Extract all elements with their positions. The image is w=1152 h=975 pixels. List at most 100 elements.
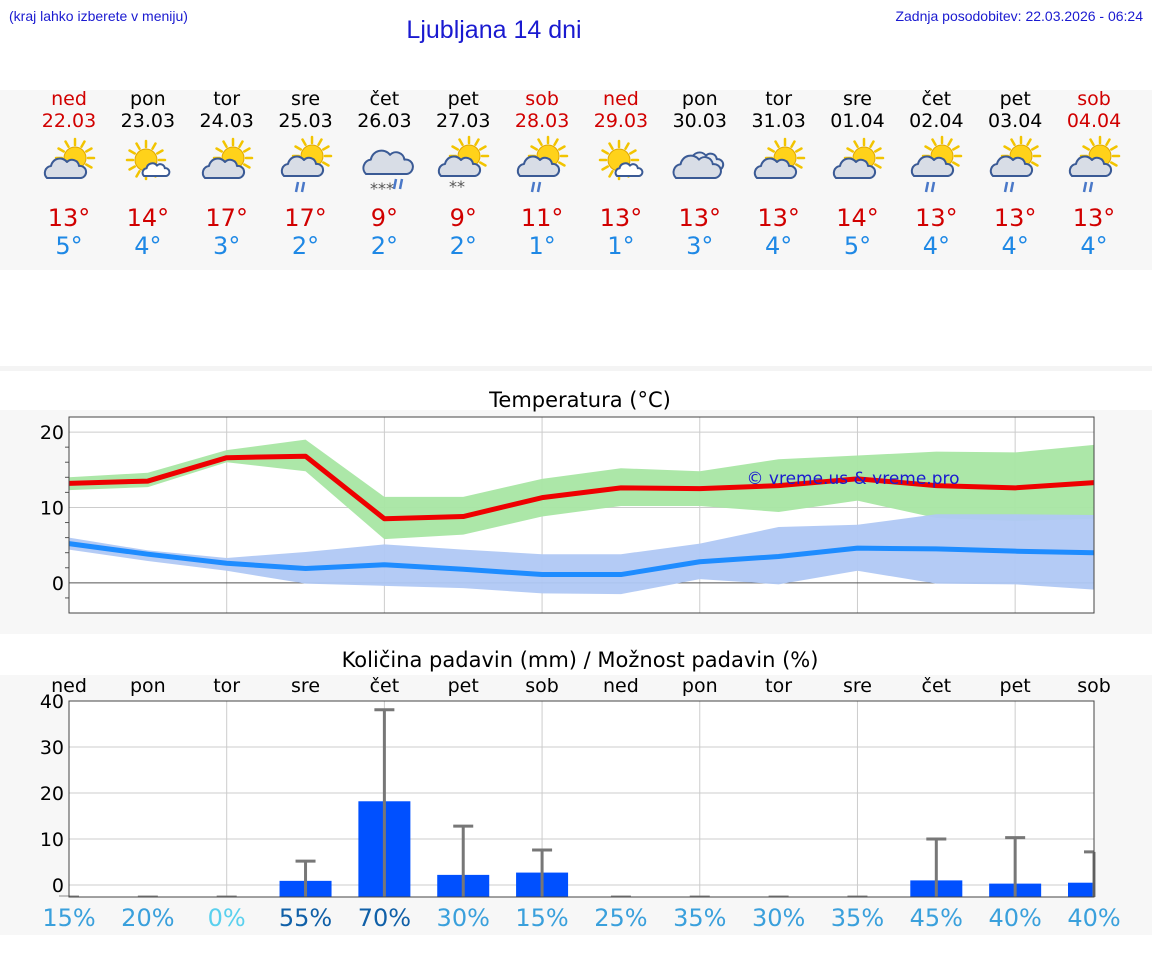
y-tick-label: 10 <box>40 497 64 519</box>
max-temp: 13° <box>757 204 800 232</box>
sun-cloud-snow-icon: * * <box>423 134 503 204</box>
max-temp: 13° <box>1072 204 1116 232</box>
day-column: pet 27.03 * * 9° 2° <box>423 88 503 260</box>
day-column: sob 04.04 13° 4° <box>1054 88 1134 260</box>
location-hint: (kraj lahko izberete v meniju) <box>9 8 188 24</box>
day-date: 25.03 <box>278 110 333 132</box>
max-temp-range-band <box>69 439 1094 540</box>
precip-probability: 15% <box>515 904 568 932</box>
max-temp: 14° <box>836 204 879 232</box>
x-tick-label: sob <box>1077 675 1111 697</box>
precip-probability: 0% <box>208 904 246 932</box>
min-temp: 4° <box>1001 232 1029 260</box>
day-name: pon <box>129 88 166 110</box>
temperature-chart-title: Temperatura (°C) <box>489 388 671 412</box>
y-tick-label: 20 <box>40 422 64 444</box>
max-temp: 13° <box>599 204 643 232</box>
svg-text:*: * <box>378 179 386 198</box>
min-temp: 5° <box>55 232 83 260</box>
y-tick-label: 30 <box>40 737 64 759</box>
x-tick-label: sob <box>525 675 559 697</box>
min-temp-range-band <box>69 514 1094 595</box>
min-temp: 5° <box>843 232 872 260</box>
svg-text:*: * <box>386 179 394 198</box>
day-name: sre <box>843 88 872 110</box>
day-column: pon 30.03 13° 3° <box>660 88 740 260</box>
min-temp: 2° <box>449 232 477 260</box>
min-temp: 4° <box>765 232 793 260</box>
y-tick-label: 20 <box>40 783 64 805</box>
day-column: sre 25.03 17° 2° <box>266 88 346 260</box>
x-tick-label: pon <box>130 675 166 697</box>
precip-bar <box>1068 882 1094 897</box>
day-date: 03.04 <box>987 110 1043 132</box>
sun-cloud-rain-icon <box>1054 134 1134 204</box>
day-column: tor 24.03 17° 3° <box>187 88 267 260</box>
day-date: 22.03 <box>41 110 97 132</box>
day-name: pon <box>681 88 718 110</box>
partly-cloudy-icon <box>739 134 819 204</box>
sun-cloud-rain-icon <box>896 134 976 204</box>
max-temp: 13° <box>915 204 958 232</box>
day-date: 23.03 <box>120 110 176 132</box>
day-column: pon 23.03 14° 4° <box>108 88 188 260</box>
min-temp: 4° <box>1080 232 1108 260</box>
x-tick-label: ned <box>51 675 87 697</box>
temperature-chart: 0 10 20 © vreme.us & vreme.pro <box>40 416 1095 614</box>
day-date: 04.04 <box>1066 110 1122 132</box>
x-tick-label: sre <box>843 675 872 697</box>
day-name: sob <box>525 88 559 110</box>
max-temp: 17° <box>205 204 248 232</box>
x-tick-label: pet <box>448 675 479 697</box>
day-name: ned <box>603 88 639 110</box>
day-column: ned 29.03 13° 1° <box>581 88 661 260</box>
y-tick-label: 0 <box>52 875 64 897</box>
day-column: sre 01.04 14° 5° <box>818 88 898 260</box>
precip-probability: 45% <box>910 904 963 932</box>
day-name: tor <box>765 88 793 110</box>
max-temp: 13° <box>678 204 722 232</box>
last-updated: Zadnja posodobitev: 22.03.2026 - 06:24 <box>895 8 1143 24</box>
day-date: 27.03 <box>436 110 491 132</box>
min-temp: 4° <box>134 232 162 260</box>
sun-cloud-rain-icon <box>975 134 1055 204</box>
precip-probability: 35% <box>673 904 726 932</box>
day-name: sre <box>291 88 321 110</box>
y-tick-label: 40 <box>40 691 64 713</box>
day-date: 31.03 <box>751 110 806 132</box>
min-temp: 1° <box>528 232 556 260</box>
sun-small-cloud-icon <box>581 134 661 204</box>
plot-area <box>69 701 1094 897</box>
min-temp-line <box>68 541 1095 578</box>
precip-probability: 25% <box>594 904 647 932</box>
precip-probability: 30% <box>752 904 805 932</box>
day-date: 01.04 <box>830 110 885 132</box>
partly-cloudy-icon <box>818 134 898 204</box>
svg-text:*: * <box>457 177 465 196</box>
watermark: © vreme.us & vreme.pro <box>746 469 959 489</box>
day-name: tor <box>213 88 241 110</box>
day-name: pet <box>447 88 479 110</box>
day-name: ned <box>51 88 87 110</box>
cloud-rain-snow-icon: * * * <box>344 134 424 204</box>
sun-cloud-rain-icon <box>266 134 346 204</box>
x-tick-label: pon <box>682 675 718 697</box>
max-temp: 14° <box>126 204 170 232</box>
precip-probability: 55% <box>279 904 332 932</box>
plot-frame <box>68 700 1095 898</box>
day-date: 26.03 <box>357 110 412 132</box>
min-temp: 2° <box>291 232 320 260</box>
x-tick-label: tor <box>765 675 792 697</box>
max-temp: 11° <box>520 204 564 232</box>
max-temp: 9° <box>370 204 399 232</box>
plot-frame <box>68 416 1095 614</box>
cloudy-icon <box>660 134 740 204</box>
page-title: Ljubljana 14 dni <box>406 16 582 44</box>
precip-probability: 40% <box>988 904 1041 932</box>
min-temp: 1° <box>607 232 635 260</box>
y-tick-label: 10 <box>40 829 64 851</box>
y-tick-label: 0 <box>52 573 64 595</box>
precip-probability: 35% <box>831 904 884 932</box>
daily-forecast-strip <box>0 90 1152 270</box>
day-name: čet <box>369 88 400 110</box>
